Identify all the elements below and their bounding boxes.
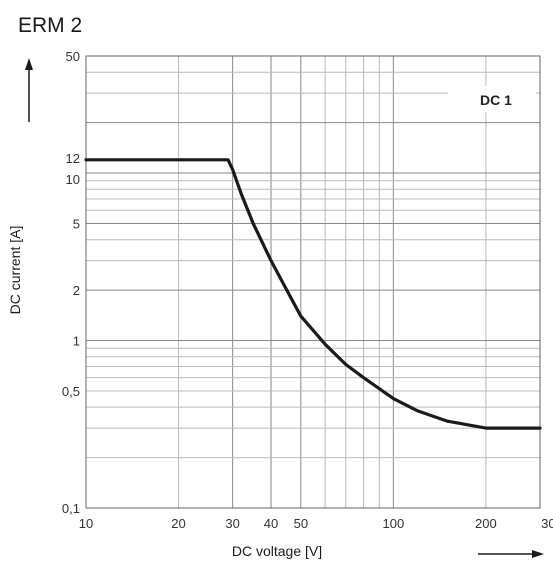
chart-title: ERM 2 [18,14,82,37]
series-line-dc1 [84,158,542,430]
y-tick-label: 12 [66,151,80,166]
x-tick-label: 20 [171,516,185,531]
x-tick-label: 200 [475,516,497,531]
grid [85,55,541,509]
y-tick-label: 0,5 [62,384,80,399]
x-tick-label: 30 [225,516,239,531]
y-tick-label: 10 [66,172,80,187]
x-tick-label: 40 [264,516,278,531]
x-tick-label: 300 [541,516,553,531]
series-label-bg [448,86,536,112]
y-tick-label: 1 [73,334,80,349]
y-axis-label: DC current [A] [7,226,23,315]
series-label-dc1: DC 1 [480,92,512,108]
x-tick-label: 100 [383,516,405,531]
y-tick-label: 5 [73,216,80,231]
x-tick-label: 50 [294,516,308,531]
y-tick-label: 2 [73,283,80,298]
y-tick-label: 0,1 [62,501,80,516]
x-tick-label: 10 [79,516,93,531]
plot-frame [85,55,541,509]
y-tick-label: 50 [66,49,80,64]
x-axis-label: DC voltage [V] [232,543,322,559]
x-axis-arrow [478,550,544,558]
series-layer: DC 1 [84,86,542,430]
y-axis-arrow [25,58,33,122]
